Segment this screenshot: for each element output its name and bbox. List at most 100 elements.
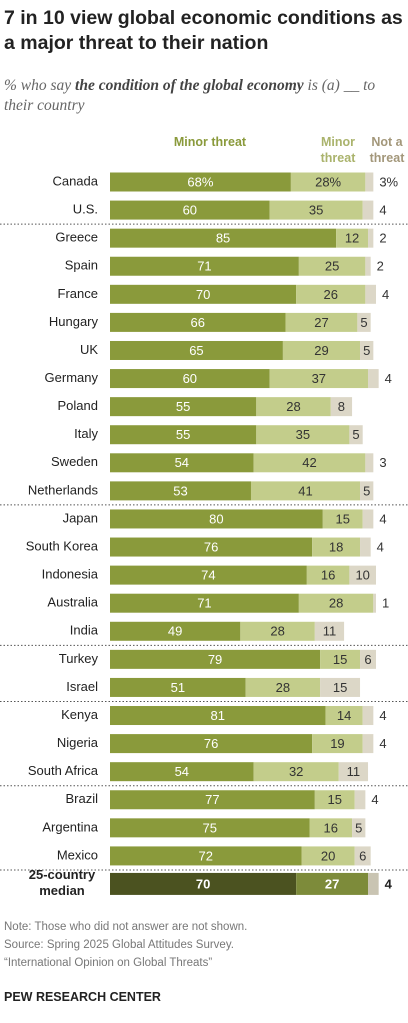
value-label: 81 — [210, 708, 224, 723]
category-label: Argentina — [42, 819, 98, 834]
value-label: 18 — [329, 539, 343, 554]
value-label: 28 — [286, 399, 300, 414]
bar-segment — [330, 397, 353, 417]
chart-title: 7 in 10 view global economic conditions … — [4, 7, 403, 54]
value-label: 19 — [330, 736, 344, 751]
bar-segment — [306, 565, 350, 585]
value-label: 53 — [173, 483, 187, 498]
category-label: Canada — [52, 173, 98, 188]
category-label: Australia — [47, 595, 98, 610]
value-label: 41 — [298, 483, 312, 498]
bar-segment — [314, 621, 345, 641]
value-label: 4 — [379, 708, 386, 723]
value-label: 66 — [191, 315, 205, 330]
value-label: 1 — [382, 596, 389, 611]
bar-segment — [360, 340, 374, 360]
category-label: Nigeria — [57, 735, 99, 750]
bar-segment — [365, 256, 371, 276]
value-label: 4 — [382, 287, 389, 302]
bar-segment — [250, 481, 361, 501]
bar-segment — [269, 369, 369, 389]
value-label: 71 — [197, 259, 211, 274]
subtitle-part: is (a) __ to their country — [4, 77, 376, 114]
bar-segment — [110, 846, 302, 866]
value-label: 3% — [379, 174, 398, 189]
bar-segment — [110, 200, 270, 220]
bar-segment — [110, 312, 286, 332]
bar-segment — [290, 172, 366, 192]
bar-segment — [336, 228, 369, 248]
bar-segment — [253, 453, 366, 473]
category-label: Spain — [65, 258, 98, 273]
legend-label: Minor threat — [173, 135, 247, 149]
bar-segment — [365, 172, 374, 192]
bar-segment — [354, 790, 366, 810]
bar-segment — [360, 481, 374, 501]
bar-segment — [110, 228, 337, 248]
category-label: Brazil — [65, 791, 98, 806]
value-label: 15 — [333, 680, 347, 695]
bar-segment — [368, 228, 374, 248]
category-label: Sweden — [51, 454, 98, 469]
value-label: 72 — [199, 848, 213, 863]
value-label: 75 — [203, 820, 217, 835]
value-label: 4 — [379, 736, 386, 751]
bar-segment — [368, 369, 379, 389]
bar-segment — [298, 593, 374, 613]
value-label: 15 — [336, 511, 350, 526]
median-label: 25-country median — [28, 866, 96, 898]
bar-segment — [110, 340, 283, 360]
value-label: 4 — [377, 539, 384, 554]
value-label: 32 — [289, 764, 303, 779]
value-label: 11 — [323, 624, 337, 639]
category-label: India — [70, 623, 99, 638]
category-label: Turkey — [59, 651, 99, 666]
bar-segment — [110, 481, 251, 501]
value-label: 37 — [312, 371, 326, 386]
value-label: 28 — [329, 596, 343, 611]
bar-segment — [240, 621, 315, 641]
value-label: 55 — [176, 399, 190, 414]
value-label: 5 — [360, 315, 367, 330]
bar-segment — [256, 425, 350, 445]
bar-segment — [362, 200, 374, 220]
category-label: Greece — [55, 230, 98, 245]
value-label: 11 — [347, 764, 361, 779]
bar-segment — [312, 734, 363, 754]
value-label: 35 — [309, 203, 323, 218]
value-label: 25 — [325, 259, 339, 274]
bar-segment — [110, 425, 257, 445]
category-label: Mexico — [57, 847, 98, 862]
bar-segment — [253, 762, 339, 782]
value-label: 4 — [385, 876, 393, 891]
bar-segment — [110, 537, 313, 557]
bar-segment — [325, 706, 363, 726]
note: “International Opinion on Global Threats… — [4, 957, 213, 969]
subtitle: % who say the condition of the global ec… — [4, 76, 404, 116]
value-label: 4 — [379, 203, 386, 218]
value-label: 74 — [201, 568, 215, 583]
bar-segment — [110, 818, 310, 838]
bar-segment — [362, 706, 374, 726]
bar-segment — [110, 172, 291, 192]
value-label: 15 — [333, 652, 347, 667]
value-label: 4 — [379, 511, 386, 526]
value-label: 8 — [338, 399, 345, 414]
value-label: 4 — [385, 371, 392, 386]
bar-segment — [110, 256, 299, 276]
value-label: 35 — [296, 427, 310, 442]
value-label: 77 — [205, 792, 219, 807]
value-label: 26 — [324, 287, 338, 302]
bar-segment — [365, 453, 374, 473]
bar-segment — [296, 284, 366, 304]
bar-segment — [110, 369, 270, 389]
value-label: 3 — [379, 455, 386, 470]
bar-segment — [110, 649, 321, 669]
value-label: 4 — [371, 792, 378, 807]
value-label: 10 — [355, 568, 369, 583]
value-label: 28 — [270, 624, 284, 639]
value-label: 80 — [209, 511, 223, 526]
value-label: 28% — [315, 174, 341, 189]
bar-segment — [349, 425, 363, 445]
